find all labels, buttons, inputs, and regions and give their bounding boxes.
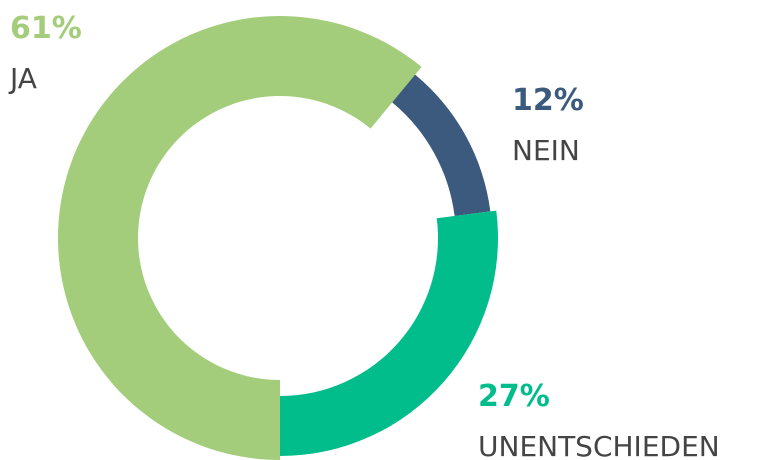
donut-segment: [57, 15, 422, 460]
donut-segment: [280, 210, 498, 456]
value-label: 27%: [478, 379, 550, 414]
donut-segment: [392, 74, 491, 216]
value-label: 12%: [512, 83, 584, 118]
category-label: NEIN: [512, 134, 580, 167]
category-label: UNENTSCHIEDEN: [478, 430, 720, 460]
category-label: JA: [8, 62, 37, 95]
value-label: 61%: [10, 11, 82, 46]
